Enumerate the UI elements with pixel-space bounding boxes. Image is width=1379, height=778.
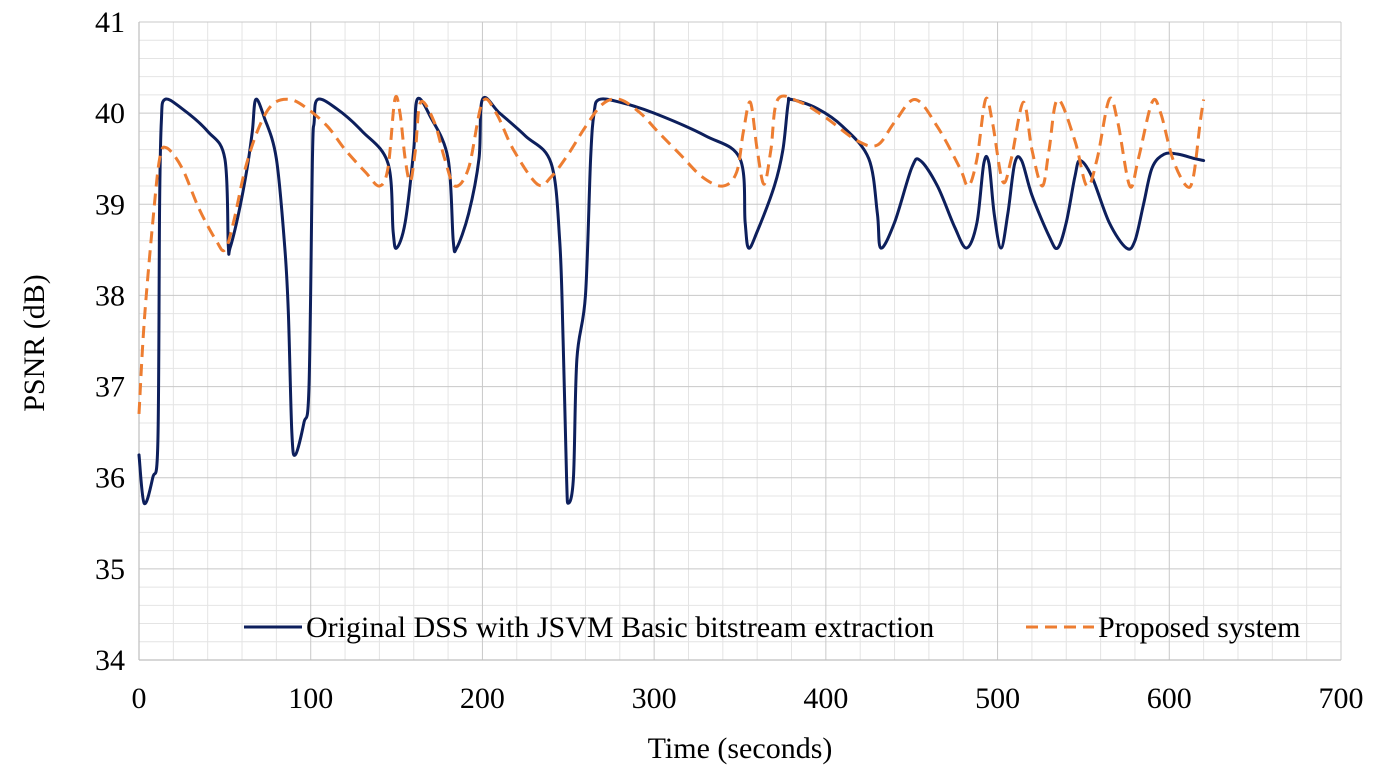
- y-tick-label: 35: [95, 553, 125, 586]
- y-tick-label: 40: [95, 97, 125, 130]
- series-line-proposed-system: [137, 94, 1206, 414]
- y-tick-label: 38: [95, 279, 125, 312]
- y-tick-label: 34: [95, 644, 125, 677]
- x-tick-label: 500: [975, 682, 1020, 715]
- y-tick-label: 41: [95, 6, 125, 39]
- x-tick-label: 200: [460, 682, 505, 715]
- x-tick-label: 400: [803, 682, 848, 715]
- tick-labels: 0 100 200 300 400 500 600 700 34 35 36 37 38 39 40 41: [95, 6, 1364, 715]
- y-tick-label: 37: [95, 371, 125, 404]
- series-line-original-dss: [137, 96, 1206, 506]
- x-axis-title: Time (seconds): [648, 732, 833, 765]
- axes: [138, 22, 1341, 661]
- y-tick-label: 39: [95, 188, 125, 221]
- x-tick-label: 100: [288, 682, 333, 715]
- x-tick-label: 0: [132, 682, 147, 715]
- legend: Original DSS with JSVM Basic bitstream e…: [244, 611, 1301, 644]
- y-tick-label: 36: [95, 462, 125, 495]
- series-layer: [137, 94, 1206, 506]
- x-tick-label: 300: [632, 682, 677, 715]
- x-tick-label: 700: [1319, 682, 1364, 715]
- legend-label-proposed: Proposed system: [1098, 611, 1301, 644]
- y-axis-title: PSNR (dB): [18, 274, 51, 412]
- x-tick-label: 600: [1147, 682, 1192, 715]
- legend-label-original: Original DSS with JSVM Basic bitstream e…: [306, 611, 934, 644]
- major-gridlines: [139, 21, 1342, 660]
